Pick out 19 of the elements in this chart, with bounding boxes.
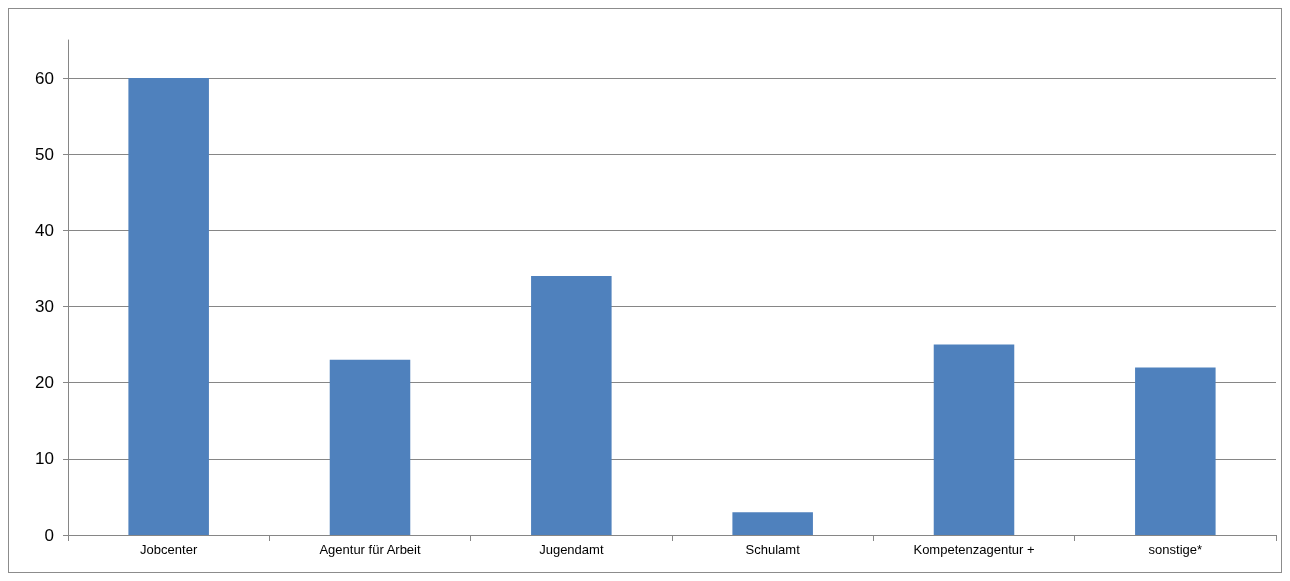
y-tick-label: 20 [35,373,54,393]
bar [329,359,411,535]
x-tick-label: Kompetenzagentur + [913,542,1035,557]
bar [732,512,813,535]
y-tick-label: 10 [35,449,54,469]
x-tick-label: sonstige* [1148,542,1203,557]
bar [128,78,209,535]
x-tick-label: Agentur für Arbeit [319,542,421,557]
bar [933,344,1015,535]
x-tick-label: Jobcenter [140,542,198,557]
y-tick-label: 60 [35,68,54,88]
y-tick-label: 50 [35,144,54,164]
bar [1135,367,1216,535]
y-tick-label: 40 [35,220,54,240]
bar [531,276,612,535]
y-tick-label: 30 [35,297,54,317]
y-tick-label: 0 [44,525,54,545]
x-tick-label: Schulamt [745,542,801,557]
x-tick-label: Jugendamt [539,542,604,557]
